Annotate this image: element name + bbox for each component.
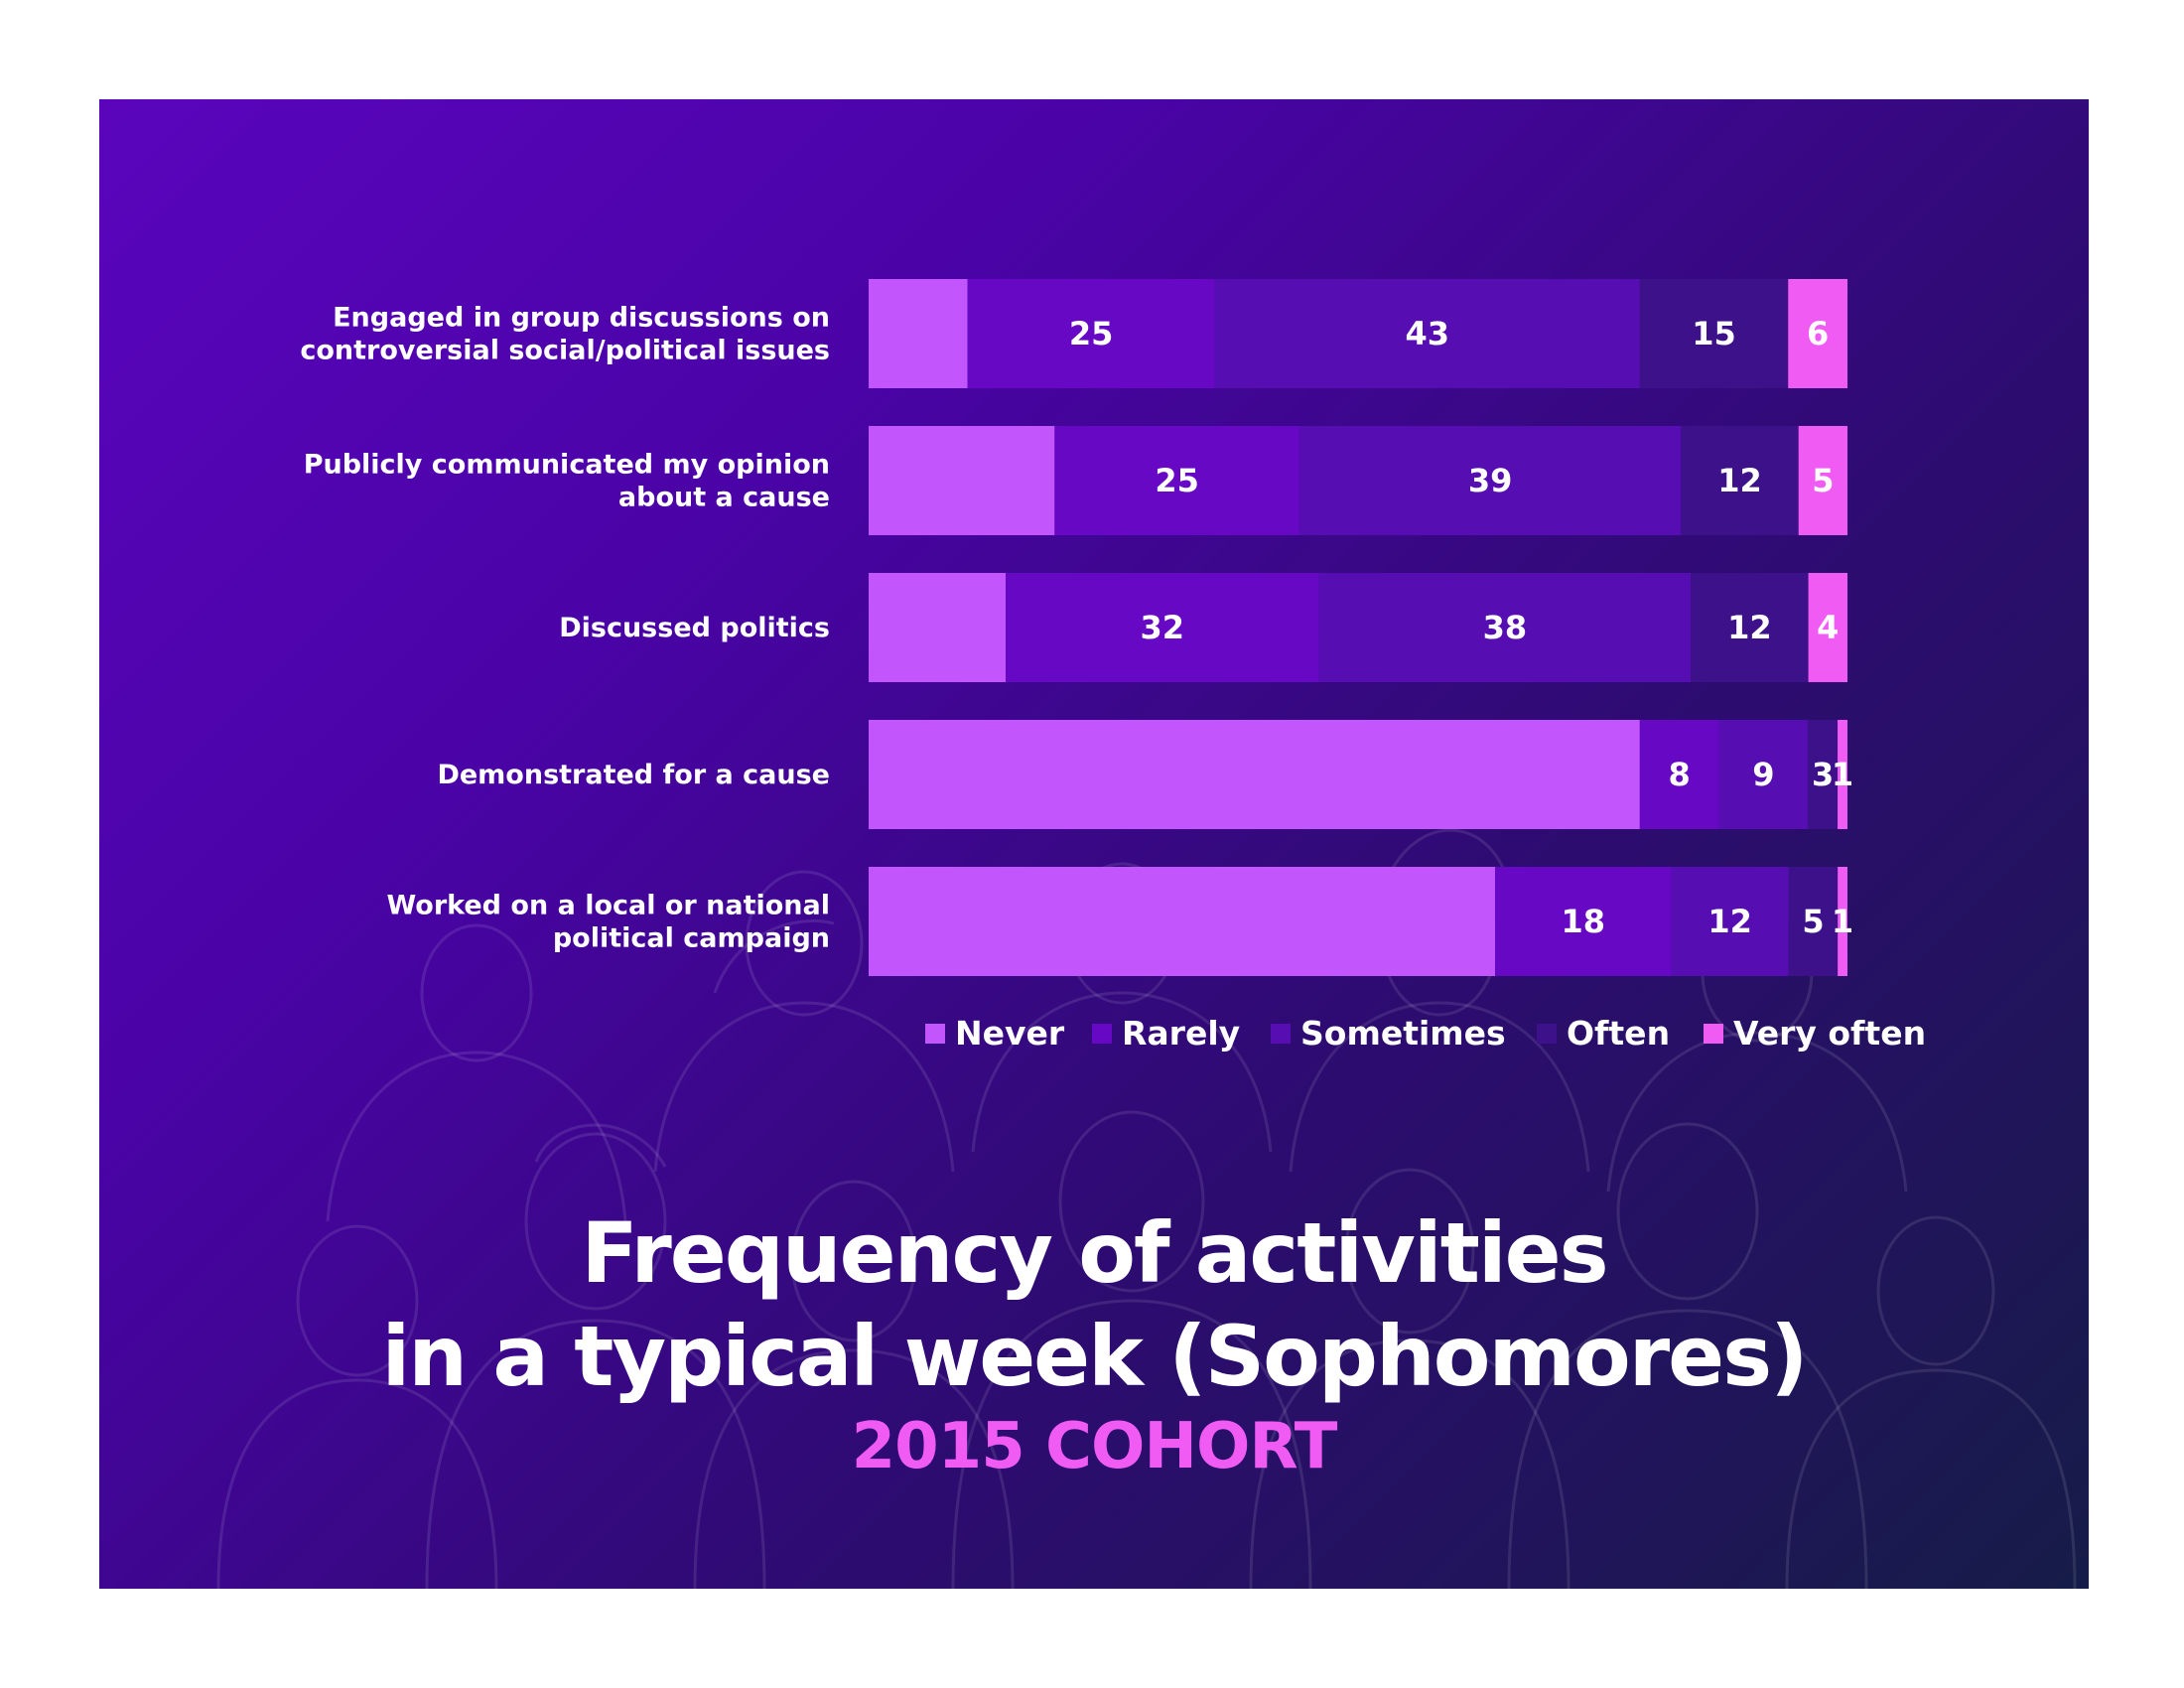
legend-item-often: Often — [1537, 1014, 1670, 1053]
category-label-line: Publicly communicated my opinion — [304, 450, 830, 481]
bar-often-4 — [1788, 867, 1839, 976]
bar-rarely-3 — [1639, 720, 1719, 829]
data-label-often-4: 5 — [1802, 903, 1824, 940]
bar-rarely-0 — [967, 279, 1215, 388]
category-label-2: Discussed politics — [559, 613, 830, 643]
data-label-very-often-3: 1 — [1832, 756, 1853, 793]
bar-often-2 — [1691, 573, 1809, 682]
data-label-sometimes-1: 39 — [1468, 462, 1513, 499]
legend-swatch — [1537, 1024, 1557, 1044]
chart-title-line-1: Frequency of activities — [581, 1204, 1608, 1302]
data-label-rarely-1: 25 — [1155, 462, 1199, 499]
bar-very-often-0 — [1788, 279, 1847, 388]
data-label-sometimes-2: 38 — [1483, 609, 1528, 646]
chart-panel: 25 43 15 6 25 39 12 5 32 38 12 4 8 9 3 1 18 12 5 1 Engaged … — [99, 99, 2089, 1589]
legend-swatch — [925, 1024, 945, 1044]
data-label-rarely-0: 25 — [1069, 315, 1114, 352]
data-label-very-often-2: 4 — [1817, 609, 1839, 646]
category-label-line: political campaign — [553, 923, 830, 954]
bar-sometimes-4 — [1671, 867, 1789, 976]
legend-swatch — [1704, 1024, 1723, 1044]
data-label-very-often-4: 1 — [1832, 903, 1853, 940]
category-label-1: Publicly communicated my opinion about a … — [304, 450, 830, 513]
bar-very-often-1 — [1798, 426, 1847, 535]
bar-very-often-3 — [1838, 720, 1847, 829]
bar-very-often-4 — [1838, 867, 1847, 976]
chart-title-line-2: in a typical week (Sophomores) — [381, 1308, 1808, 1405]
chart-title: Frequency of activities in a typical wee… — [99, 1201, 2089, 1408]
category-label-line: Discussed politics — [559, 613, 830, 643]
bar-sometimes-2 — [1318, 573, 1692, 682]
category-label-line: Demonstrated for a cause — [437, 760, 830, 790]
legend-label: Rarely — [1122, 1014, 1240, 1053]
legend-swatch — [1271, 1024, 1291, 1044]
data-label-rarely-4: 18 — [1562, 903, 1606, 940]
legend-item-rarely: Rarely — [1092, 1014, 1240, 1053]
legend-label: Sometimes — [1300, 1014, 1506, 1053]
data-label-rarely-3: 8 — [1669, 756, 1691, 793]
bar-often-0 — [1639, 279, 1789, 388]
category-label-line: Engaged in group discussions on — [333, 303, 830, 334]
data-label-very-often-0: 6 — [1807, 315, 1829, 352]
crowd-illustration-background — [216, 828, 2077, 1589]
data-label-often-1: 12 — [1717, 462, 1762, 499]
data-label-sometimes-0: 43 — [1405, 315, 1449, 352]
category-label-line: Worked on a local or national — [386, 891, 830, 921]
bar-never-3 — [869, 720, 1640, 829]
category-label-line: about a cause — [618, 483, 830, 513]
legend: Never Rarely Sometimes Often Very often — [925, 1014, 1926, 1053]
legend-item-never: Never — [925, 1014, 1065, 1053]
legend-label: Often — [1567, 1014, 1670, 1053]
bar-sometimes-0 — [1214, 279, 1640, 388]
category-label-4: Worked on a local or national political c… — [386, 891, 830, 954]
data-label-sometimes-4: 12 — [1707, 903, 1752, 940]
data-label-rarely-2: 32 — [1141, 609, 1185, 646]
data-label-sometimes-3: 9 — [1752, 756, 1774, 793]
data-label-often-3: 3 — [1812, 756, 1834, 793]
bar-rarely-4 — [1495, 867, 1672, 976]
bar-very-often-2 — [1808, 573, 1847, 682]
legend-item-sometimes: Sometimes — [1271, 1014, 1506, 1053]
category-label-3: Demonstrated for a cause — [437, 760, 830, 790]
data-label-very-often-1: 5 — [1812, 462, 1834, 499]
legend-label: Very often — [1733, 1014, 1926, 1053]
bar-often-3 — [1808, 720, 1839, 829]
category-label-0: Engaged in group discussions on controver… — [300, 303, 830, 366]
legend-label: Never — [955, 1014, 1065, 1053]
category-label-line: controversial social/political issues — [300, 336, 830, 366]
legend-swatch — [1092, 1024, 1112, 1044]
bar-never-1 — [869, 426, 1055, 535]
legend-item-very-often: Very often — [1704, 1014, 1926, 1053]
bar-never-4 — [869, 867, 1496, 976]
bar-never-0 — [869, 279, 968, 388]
chart-subtitle: 2015 COHORT — [851, 1410, 1338, 1483]
bar-rarely-2 — [1006, 573, 1319, 682]
data-label-often-2: 12 — [1727, 609, 1772, 646]
data-label-often-0: 15 — [1692, 315, 1736, 352]
bar-rarely-1 — [1054, 426, 1299, 535]
bar-often-1 — [1681, 426, 1799, 535]
category-labels: Engaged in group discussions on controver… — [300, 303, 830, 954]
bar-sometimes-1 — [1298, 426, 1682, 535]
bar-never-2 — [869, 573, 1007, 682]
bar-sometimes-3 — [1718, 720, 1809, 829]
